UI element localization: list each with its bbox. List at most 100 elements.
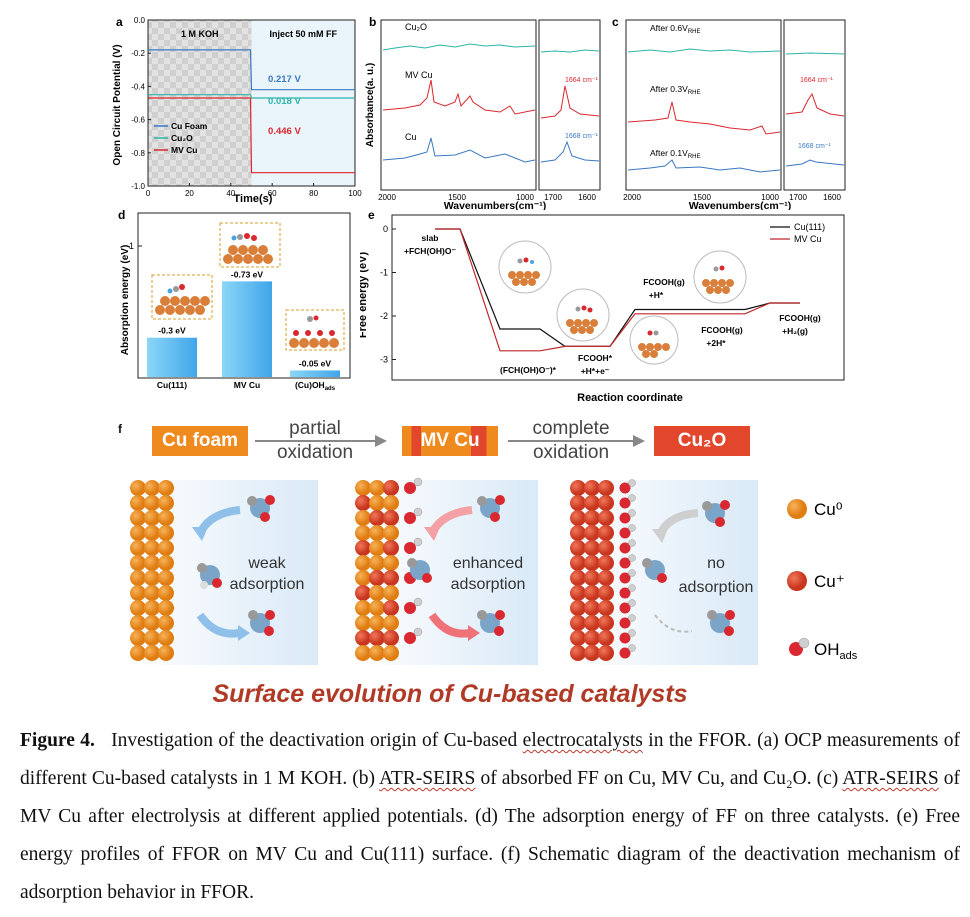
state-slab: slab bbox=[421, 233, 438, 243]
atom-cu0 bbox=[144, 630, 160, 646]
atom-cuplus bbox=[570, 540, 586, 556]
schematic-title: Surface evolution of Cu-based catalysts bbox=[212, 680, 688, 708]
atom-cu0 bbox=[383, 615, 399, 631]
atom-cuplus bbox=[570, 600, 586, 616]
atom-cuplus bbox=[598, 540, 614, 556]
atom-cuplus bbox=[584, 630, 600, 646]
box-mv-cu-text: MV Cu bbox=[420, 430, 480, 451]
molecule-icon bbox=[197, 495, 735, 636]
panel-b-chart: b Absorbance(a. u.) Cu₂O MV Cu Cu 1664 c… bbox=[365, 15, 601, 210]
atom-h bbox=[413, 507, 423, 517]
panel-a-frame bbox=[147, 19, 356, 187]
atom-cu0 bbox=[158, 615, 174, 631]
panel-f-schematic: weak adsorption enhanced adsorption no a… bbox=[130, 477, 858, 665]
atom-cuplus bbox=[383, 630, 399, 646]
atom-h bbox=[628, 524, 636, 532]
trace-cu bbox=[382, 137, 536, 163]
atom-cu0 bbox=[130, 495, 146, 511]
cat-cuoh: (Cu)OHads bbox=[295, 380, 336, 392]
atom-cuplus bbox=[598, 630, 614, 646]
atom-oh bbox=[619, 572, 631, 584]
state-h1: +H* bbox=[649, 290, 664, 300]
a-ytick-label-3: -0.6 bbox=[131, 116, 145, 125]
atom-h bbox=[628, 539, 636, 547]
atom-cu0 bbox=[144, 555, 160, 571]
atom-cuplus bbox=[598, 585, 614, 601]
panel-d-label: d bbox=[118, 208, 125, 222]
atom-cuplus bbox=[598, 600, 614, 616]
trace-label-cu2o: Cu₂O bbox=[405, 22, 427, 32]
atom-cuplus bbox=[584, 495, 600, 511]
atom-oh bbox=[619, 647, 631, 659]
region-right-label: Inject 50 mM FF bbox=[269, 29, 337, 39]
atom-h bbox=[628, 554, 636, 562]
atom-cu0 bbox=[369, 525, 385, 541]
atom-cu0 bbox=[144, 585, 160, 601]
atom-cuplus bbox=[355, 585, 371, 601]
atom-cuplus bbox=[570, 615, 586, 631]
trace-mvcu bbox=[382, 79, 536, 115]
atom-cuplus bbox=[369, 510, 385, 526]
atom-cuplus bbox=[383, 600, 399, 616]
atom-cu0 bbox=[369, 540, 385, 556]
atom-cuplus bbox=[570, 585, 586, 601]
trace-01v-inset bbox=[785, 159, 845, 167]
panel-e-frame bbox=[391, 214, 845, 381]
atom-cu0 bbox=[158, 630, 174, 646]
panel-a-chart: a 0.0 -0.2 -0.4 -0.6 -0.8 -1.00 20 40 60 80 100 1 M… bbox=[112, 15, 362, 205]
atom-cu0 bbox=[158, 525, 174, 541]
atom-cuplus bbox=[598, 525, 614, 541]
atom-cuplus bbox=[598, 570, 614, 586]
a-xtick-label-1: 20 bbox=[185, 189, 194, 198]
atom-cu0 bbox=[144, 495, 160, 511]
trace-03v bbox=[627, 101, 781, 135]
atom-cuplus bbox=[584, 570, 600, 586]
atom-cu0 bbox=[130, 585, 146, 601]
atom-oh bbox=[404, 512, 416, 524]
arrow2-shape bbox=[508, 435, 645, 447]
atom-cu0 bbox=[130, 510, 146, 526]
panel-b-frame-inset bbox=[538, 19, 601, 191]
atom-cuplus bbox=[584, 645, 600, 661]
bar-0 bbox=[147, 337, 197, 377]
atom-cu0 bbox=[158, 585, 174, 601]
atom-cuplus bbox=[369, 570, 385, 586]
legend-cuplus-icon bbox=[787, 571, 807, 591]
atom-cu0 bbox=[383, 495, 399, 511]
arrow2-line1: complete bbox=[532, 418, 610, 439]
energy-profile-1 bbox=[435, 228, 800, 352]
series-line-0 bbox=[148, 49, 355, 91]
caption-link1: electrocatalysts bbox=[522, 730, 643, 751]
atom-h bbox=[628, 644, 636, 652]
atom-cuplus bbox=[584, 600, 600, 616]
state-2h: +2H* bbox=[706, 338, 726, 348]
atom-cu0 bbox=[355, 510, 371, 526]
e-ytick-label-3: -3 bbox=[380, 355, 388, 365]
atom-cu0 bbox=[130, 555, 146, 571]
panel-d-frame bbox=[137, 212, 351, 379]
panel-c-chart: c After 0.6VRHE After 0.3VRHE After 0.1V… bbox=[612, 15, 846, 210]
structure-bubble-1 bbox=[498, 240, 552, 294]
atom-oh bbox=[404, 482, 416, 494]
atom-cu0 bbox=[130, 645, 146, 661]
atom-h bbox=[413, 597, 423, 607]
peak-label-red-c: 1664 cm⁻¹ bbox=[800, 77, 834, 84]
trace-cu-inset bbox=[540, 140, 600, 163]
structure-bubble-4 bbox=[693, 250, 747, 304]
atom-h bbox=[628, 584, 636, 592]
atom-h bbox=[628, 509, 636, 517]
atom-h bbox=[628, 599, 636, 607]
scene1-text1: weak bbox=[247, 555, 286, 572]
atom-cuplus bbox=[369, 630, 385, 646]
state-fchoho: +FCH(OH)O⁻ bbox=[404, 246, 456, 256]
trace-06v bbox=[627, 48, 781, 53]
state-fcooh-ads: FCOOH* bbox=[578, 353, 613, 363]
atom-cu0 bbox=[144, 480, 160, 496]
panel-c-xlabel: Wavenumbers(cm⁻¹) bbox=[689, 200, 792, 210]
atom-cu0 bbox=[144, 645, 160, 661]
atom-oh bbox=[404, 632, 416, 644]
panel-b-frame-main bbox=[380, 19, 537, 191]
state-hplus: +H*+e⁻ bbox=[581, 366, 610, 376]
atom-cu0 bbox=[130, 615, 146, 631]
atom-cuplus bbox=[355, 630, 371, 646]
